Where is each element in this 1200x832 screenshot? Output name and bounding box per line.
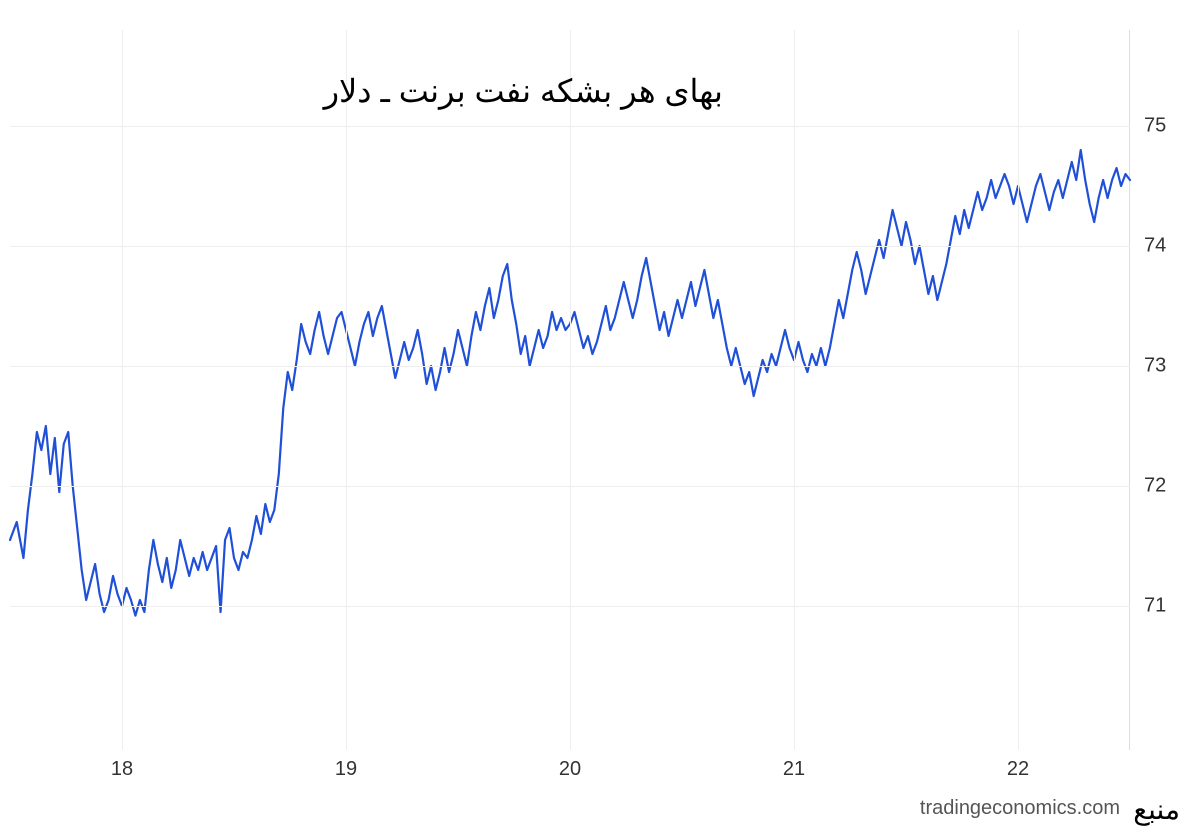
y-tick-label: 73 — [1144, 355, 1166, 378]
gridline-vertical — [1018, 30, 1019, 750]
x-tick-label: 21 — [783, 758, 805, 781]
y-tick-label: 71 — [1144, 595, 1166, 618]
x-tick-label: 20 — [559, 758, 581, 781]
gridline-vertical — [122, 30, 123, 750]
y-tick-label: 72 — [1144, 475, 1166, 498]
source-label: منبع — [1133, 793, 1180, 826]
chart-title: بهای هر بشکه نفت برنت ـ دلار — [324, 72, 723, 110]
source-url: tradingeconomics.com — [920, 797, 1120, 820]
y-tick-label: 75 — [1144, 115, 1166, 138]
gridline-vertical — [346, 30, 347, 750]
x-tick-label: 18 — [111, 758, 133, 781]
x-tick-label: 19 — [335, 758, 357, 781]
chart-container: بهای هر بشکه نفت برنت ـ دلار منبع tradin… — [0, 0, 1200, 832]
plot-area — [10, 30, 1130, 750]
gridline-vertical — [570, 30, 571, 750]
y-tick-label: 74 — [1144, 235, 1166, 258]
gridline-vertical — [794, 30, 795, 750]
x-tick-label: 22 — [1007, 758, 1029, 781]
